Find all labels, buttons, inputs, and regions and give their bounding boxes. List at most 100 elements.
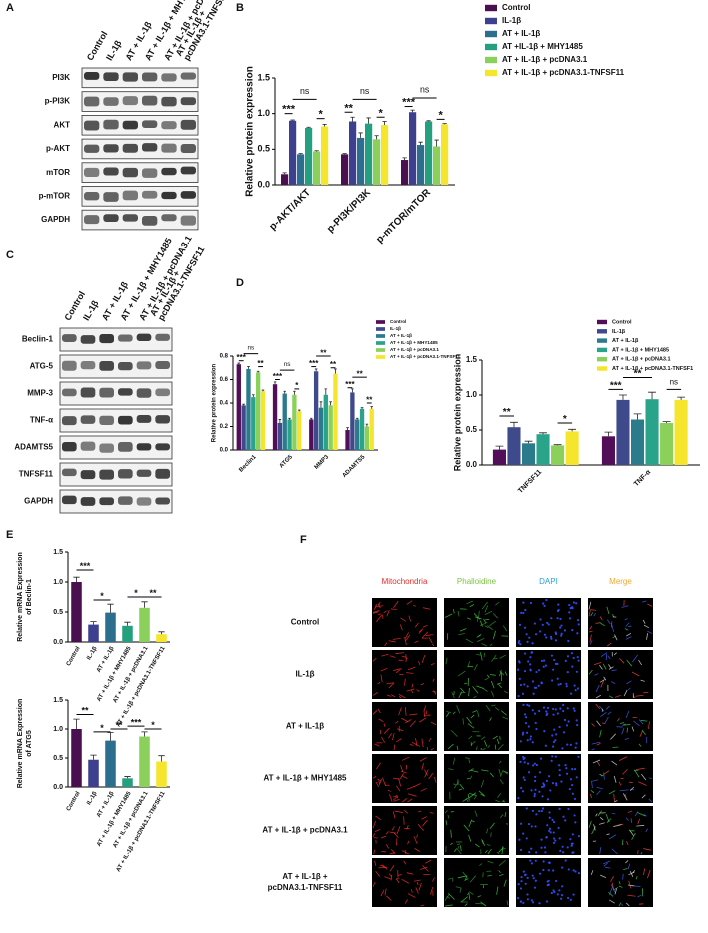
nucleus <box>524 761 526 763</box>
nucleus <box>555 782 557 784</box>
blot-band <box>137 443 152 450</box>
y-axis-label: of Beclin-1 <box>26 579 33 615</box>
error-bar <box>242 404 245 405</box>
legend-swatch <box>597 329 607 333</box>
bar <box>297 154 304 185</box>
nucleus <box>526 633 528 635</box>
blot-band <box>84 121 99 131</box>
nucleus <box>560 781 562 783</box>
error-bar <box>293 391 296 395</box>
blot-strip <box>60 382 172 405</box>
error-bar <box>315 369 318 371</box>
blot-band <box>161 192 176 199</box>
nucleus <box>551 679 553 681</box>
nucleus <box>559 850 561 852</box>
significance-label: ** <box>115 720 123 730</box>
nucleus <box>573 814 575 816</box>
error-bar <box>141 732 147 737</box>
error-bar <box>361 408 364 409</box>
nucleus <box>574 710 576 712</box>
nucleus <box>534 776 536 778</box>
nucleus <box>532 875 534 877</box>
nucleus <box>538 685 540 687</box>
error-bar <box>426 121 430 122</box>
micrograph <box>372 806 437 855</box>
nucleus <box>570 607 572 609</box>
nucleus <box>567 897 569 899</box>
nucleus <box>535 671 537 673</box>
significance-label: * <box>438 109 443 121</box>
bar <box>156 761 167 787</box>
nucleus <box>531 862 533 864</box>
nucleus <box>546 780 548 782</box>
nucleus <box>575 747 577 749</box>
error-bar <box>124 777 130 779</box>
error-bar <box>605 432 613 436</box>
blot-band <box>81 388 96 398</box>
y-tick-label: 0.8 <box>220 354 229 360</box>
lane-label: IL-1β <box>104 38 124 62</box>
nucleus <box>564 764 566 766</box>
error-bar <box>282 173 286 174</box>
blot-band <box>103 144 118 152</box>
significance-label: *** <box>273 372 283 381</box>
y-tick-label: 0.2 <box>220 424 229 430</box>
x-tick-label: TNF-α <box>633 468 653 488</box>
nucleus <box>577 656 579 658</box>
y-tick-label: 0.0 <box>220 448 229 454</box>
nucleus <box>556 617 558 619</box>
nucleus <box>528 725 530 727</box>
row-label: p-mTOR <box>39 191 71 200</box>
nucleus <box>543 666 545 668</box>
nucleus <box>553 821 555 823</box>
nucleus <box>533 877 535 879</box>
nucleus <box>565 683 567 685</box>
blot-band <box>181 144 196 153</box>
significance-label: * <box>134 588 138 598</box>
nucleus <box>525 883 527 885</box>
error-bar <box>107 732 113 740</box>
nucleus <box>534 780 536 782</box>
bar <box>370 409 374 450</box>
nucleus <box>542 807 544 809</box>
error-bar <box>648 392 656 399</box>
panel-label: A <box>6 2 14 14</box>
legend-label: AT + IL-1β + pcDNA3.1-TNFSF11 <box>390 354 461 359</box>
bar <box>122 626 133 642</box>
blot-band <box>123 121 138 130</box>
fiber <box>636 876 637 879</box>
significance-label: * <box>318 109 323 121</box>
blot-band <box>118 388 133 395</box>
nucleus <box>519 678 521 680</box>
micrograph <box>588 598 653 647</box>
significance-label: ** <box>81 706 89 716</box>
blot-band <box>181 72 196 79</box>
error-bar <box>356 418 359 419</box>
nucleus <box>558 808 560 810</box>
bar <box>297 411 301 450</box>
y-tick-label: 1.5 <box>466 355 478 364</box>
micrograph <box>444 806 509 855</box>
nucleus <box>574 685 576 687</box>
nucleus <box>573 657 575 659</box>
nucleus <box>560 624 562 626</box>
nucleus <box>540 839 542 841</box>
significance-label: * <box>151 720 155 730</box>
significance-label: *** <box>345 380 355 389</box>
nucleus <box>543 784 545 786</box>
row-label: ATG-5 <box>30 362 54 371</box>
fiber <box>495 745 496 750</box>
nucleus <box>520 684 522 686</box>
fiber <box>402 657 406 658</box>
nucleus <box>529 859 531 861</box>
legend-label: AT + IL-1β <box>612 338 639 344</box>
significance-label: * <box>100 591 104 601</box>
blot-band <box>84 215 99 224</box>
blot-strip <box>82 139 198 159</box>
nucleus <box>572 893 574 895</box>
nucleus <box>568 720 570 722</box>
nucleus <box>571 845 573 847</box>
nucleus <box>526 837 528 839</box>
nucleus <box>531 642 533 644</box>
row-label: TNFSF11 <box>19 470 54 479</box>
